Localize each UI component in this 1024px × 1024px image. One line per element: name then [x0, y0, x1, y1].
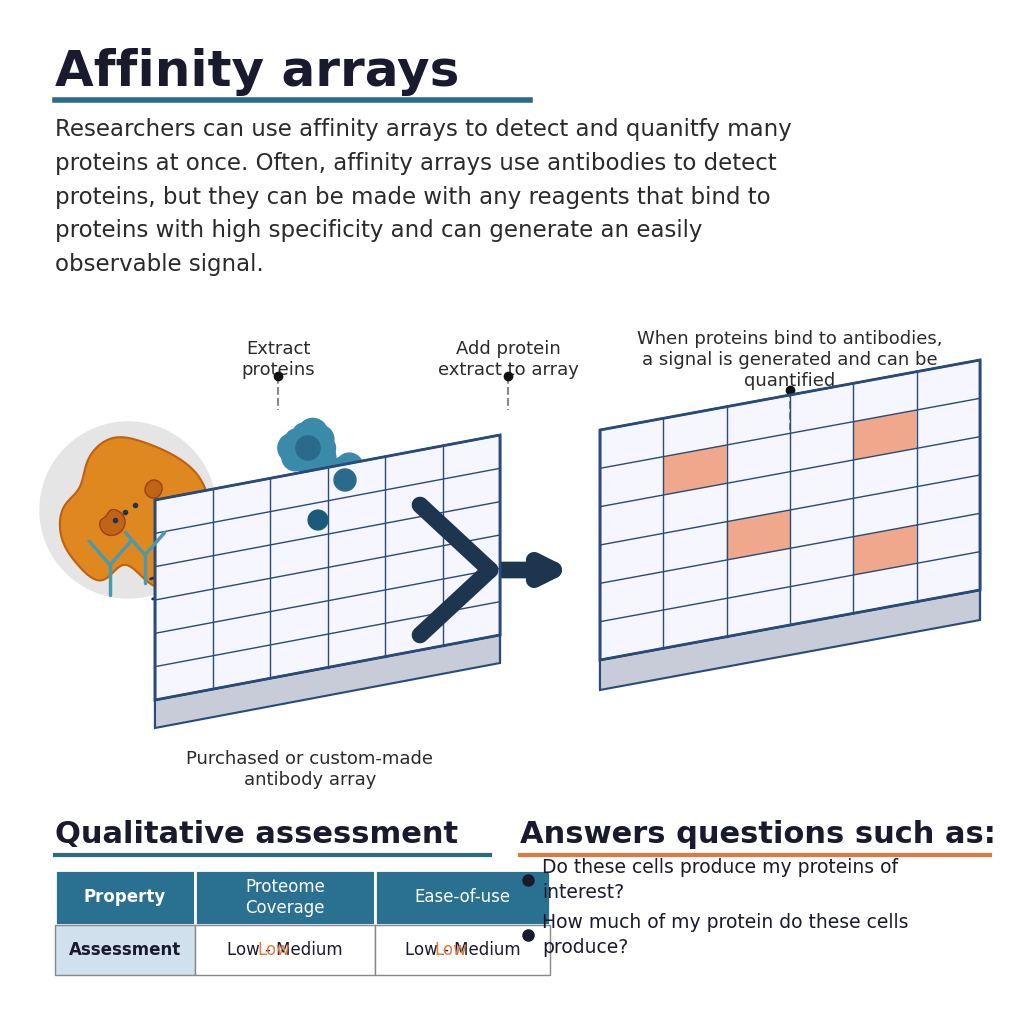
Circle shape: [301, 452, 324, 474]
Circle shape: [311, 436, 336, 460]
Text: How much of my protein do these cells
produce?: How much of my protein do these cells pr…: [542, 913, 908, 957]
Polygon shape: [853, 410, 916, 460]
Text: Researchers can use affinity arrays to detect and quanitfy many
proteins at once: Researchers can use affinity arrays to d…: [55, 118, 792, 276]
Circle shape: [317, 502, 339, 523]
Bar: [375, 925, 550, 975]
Text: Ease-of-use: Ease-of-use: [415, 889, 511, 906]
Text: Property: Property: [84, 889, 166, 906]
Bar: [55, 870, 195, 925]
Circle shape: [317, 467, 344, 494]
Polygon shape: [600, 590, 980, 690]
Circle shape: [342, 474, 371, 502]
Text: Low: Low: [257, 941, 290, 959]
Bar: [375, 870, 550, 925]
Polygon shape: [99, 510, 125, 536]
Circle shape: [300, 505, 315, 520]
Circle shape: [334, 469, 356, 490]
Text: Affinity arrays: Affinity arrays: [55, 48, 460, 96]
Circle shape: [312, 523, 331, 542]
Circle shape: [297, 516, 319, 539]
Text: Add protein
extract to array: Add protein extract to array: [437, 340, 579, 379]
Circle shape: [336, 453, 362, 480]
Circle shape: [307, 426, 334, 453]
Circle shape: [344, 460, 369, 484]
Bar: [195, 870, 375, 925]
Circle shape: [40, 422, 216, 598]
Text: Low: Low: [434, 941, 467, 959]
Circle shape: [333, 485, 349, 502]
Circle shape: [332, 458, 350, 476]
Text: Qualitative assessment: Qualitative assessment: [55, 820, 458, 849]
Circle shape: [282, 443, 309, 471]
Circle shape: [322, 476, 346, 501]
Circle shape: [307, 524, 322, 540]
Polygon shape: [853, 525, 916, 575]
Circle shape: [294, 454, 312, 472]
Circle shape: [306, 500, 323, 516]
Polygon shape: [155, 435, 500, 700]
Text: When proteins bind to antibodies,
a signal is generated and can be
quantified: When proteins bind to antibodies, a sign…: [637, 330, 943, 389]
Circle shape: [325, 463, 343, 480]
Polygon shape: [600, 360, 980, 660]
Circle shape: [296, 436, 321, 460]
Text: Do these cells produce my proteins of
interest?: Do these cells produce my proteins of in…: [542, 858, 898, 902]
Bar: [195, 925, 375, 975]
Circle shape: [309, 496, 334, 520]
Circle shape: [286, 429, 305, 449]
Circle shape: [339, 483, 359, 504]
Circle shape: [315, 515, 341, 540]
Polygon shape: [664, 445, 727, 495]
Polygon shape: [727, 510, 790, 560]
Circle shape: [293, 423, 313, 443]
Text: Answers questions such as:: Answers questions such as:: [520, 820, 996, 849]
Text: Assessment: Assessment: [69, 941, 181, 959]
Text: Extract
proteins: Extract proteins: [242, 340, 314, 379]
Bar: [55, 925, 195, 975]
Circle shape: [298, 419, 328, 449]
Text: Purchased or custom-made
antibody array: Purchased or custom-made antibody array: [186, 750, 433, 788]
Text: Low - Medium: Low - Medium: [404, 941, 520, 959]
Circle shape: [348, 469, 370, 490]
Circle shape: [278, 433, 307, 463]
Text: Low - Medium: Low - Medium: [227, 941, 343, 959]
Polygon shape: [155, 635, 500, 728]
Circle shape: [293, 508, 317, 532]
Polygon shape: [145, 480, 162, 498]
Polygon shape: [59, 437, 208, 590]
Circle shape: [305, 441, 336, 472]
Text: Proteome
Coverage: Proteome Coverage: [245, 879, 325, 916]
Circle shape: [308, 510, 328, 529]
Circle shape: [321, 510, 341, 529]
